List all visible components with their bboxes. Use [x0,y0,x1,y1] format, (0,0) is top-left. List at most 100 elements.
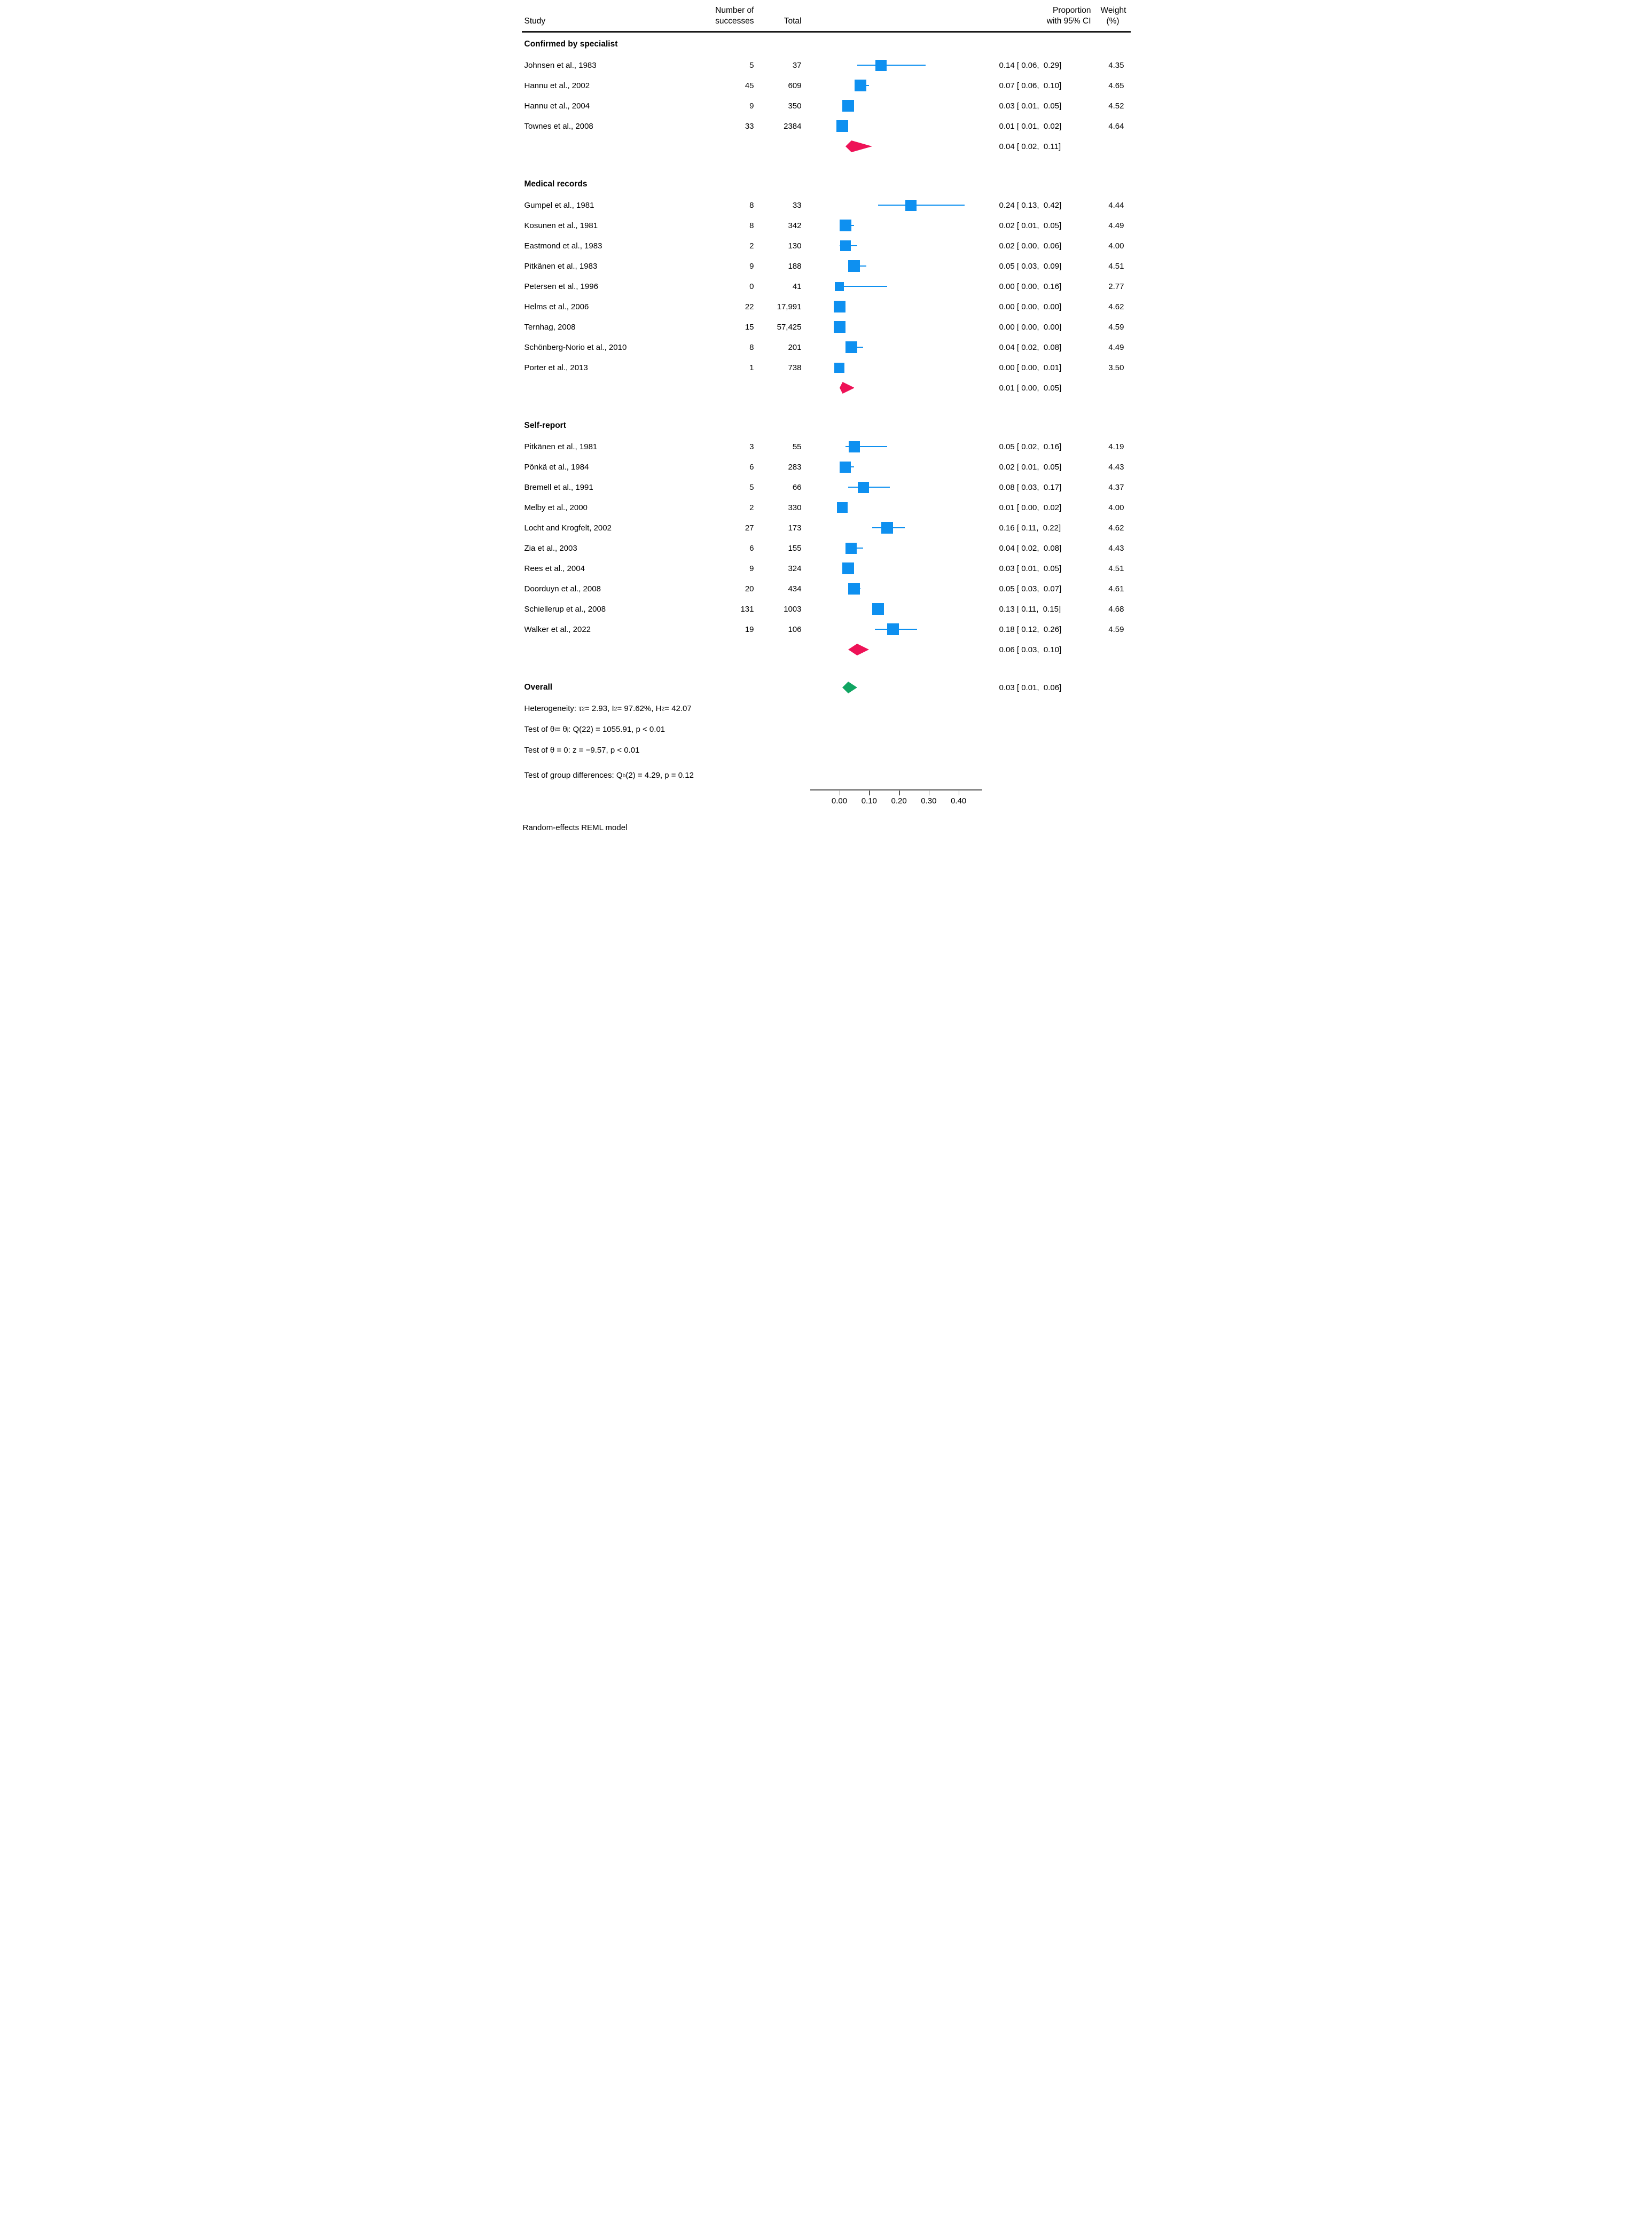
successes-value: 9 [749,261,754,271]
header-weight-line2: (%) [1106,17,1119,26]
subgroup-summary-diamond [839,382,855,394]
ci-whisker [845,446,887,447]
plot-cell [805,317,992,337]
header-total: Total [760,5,805,27]
ci-text: 0.04 [ 0.02, 0.08] [999,543,1062,553]
study-row: Townes et al., 2008 33 2384 0.01 [ 0.01, 0.… [524,116,1128,136]
subgroup-summary-row: 0.01 [ 0.00, 0.05] [524,378,1128,398]
total-value: 609 [788,81,802,90]
total-value: 342 [788,221,802,230]
header-successes-line2: successes [715,17,754,26]
study-row: Ternhag, 2008 15 57,425 0.00 [ 0.00, 0.00] 4… [524,317,1128,337]
successes-value: 45 [745,81,754,90]
weight-value: 4.00 [1108,503,1124,512]
ci-text: 0.01 [ 0.01, 0.02] [999,121,1062,131]
successes-value: 8 [749,221,754,230]
weight-value: 4.68 [1108,604,1124,614]
effect-square-marker [840,240,851,251]
study-label: Locht and Krogfelt, 2002 [524,523,612,533]
ci-whisker [848,487,890,488]
plot-cell [805,195,992,215]
plot-cell [805,75,992,96]
group-header-label: Self-report [524,421,566,430]
plot-cell [805,116,992,136]
study-label: Hannu et al., 2004 [524,101,590,111]
study-row: Pönkä et al., 1984 6 283 0.02 [ 0.01, 0.05]… [524,457,1128,477]
axis-tick-label: 0.20 [891,796,907,806]
successes-value: 20 [745,584,754,593]
axis-tick [928,791,930,795]
plot-cell [805,378,992,398]
total-value: 66 [792,482,802,492]
study-label: Johnsen et al., 1983 [524,60,597,70]
study-row: Pitkänen et al., 1981 3 55 0.05 [ 0.02, 0.1… [524,436,1128,457]
successes-value: 27 [745,523,754,533]
study-label: Gumpel et al., 1981 [524,200,594,210]
study-row: Zia et al., 2003 6 155 0.04 [ 0.02, 0.08] 4.… [524,538,1128,558]
effect-square-marker [905,199,917,211]
ci-whisker [857,65,926,66]
test-theta-zero: Test of θ = 0: z = −9.57, p < 0.01 [524,746,640,755]
study-label: Helms et al., 2006 [524,302,589,311]
group-header-row: Confirmed by specialist [524,34,1128,55]
ci-text: 0.03 [ 0.01, 0.06] [999,683,1062,692]
forest-plot-figure: Study Number of successes Total Proporti… [516,0,1136,840]
plot-cell [805,518,992,538]
effect-square-marker [854,80,866,91]
group-header-label: Confirmed by specialist [524,40,618,49]
study-row: Walker et al., 2022 19 106 0.18 [ 0.12, 0.2… [524,619,1128,639]
study-label: Porter et al., 2013 [524,363,588,372]
forest-rows: Confirmed by specialist Johnsen et al., 1… [516,33,1136,698]
weight-value: 4.19 [1108,442,1124,451]
total-value: 55 [792,442,802,451]
plot-cell [805,497,992,518]
study-row: Doorduyn et al., 2008 20 434 0.05 [ 0.03, 0… [524,579,1128,599]
axis-tick [899,791,900,795]
weight-value: 4.52 [1108,101,1124,111]
successes-value: 22 [745,302,754,311]
study-row: Schiellerup et al., 2008 131 1003 0.13 [ 0.… [524,599,1128,619]
effect-square-marker [848,583,860,595]
plot-cell [805,96,992,116]
study-label: Ternhag, 2008 [524,322,576,332]
study-row: Helms et al., 2006 22 17,991 0.00 [ 0.00, 0… [524,296,1128,317]
weight-value: 3.50 [1108,363,1124,372]
weight-value: 4.62 [1108,523,1124,533]
study-row: Gumpel et al., 1981 8 33 0.24 [ 0.13, 0.42]… [524,195,1128,215]
plot-cell [805,477,992,497]
ci-text: 0.03 [ 0.01, 0.05] [999,101,1062,111]
total-value: 330 [788,503,802,512]
study-label: Melby et al., 2000 [524,503,588,512]
group-header-row: Self-report [524,415,1128,436]
ci-text: 0.04 [ 0.02, 0.08] [999,342,1062,352]
header-successes-line1: Number of [715,6,754,15]
total-value: 41 [792,282,802,291]
plot-cell [805,296,992,317]
effect-square-marker [872,603,884,615]
total-value: 188 [788,261,802,271]
ci-text: 0.24 [ 0.13, 0.42] [999,200,1062,210]
plot-cell [805,215,992,236]
successes-value: 6 [749,462,754,472]
study-label: Walker et al., 2022 [524,624,591,634]
x-axis-inner: 0.00 0.10 0.20 0.30 0.40 [805,786,992,819]
study-label: Petersen et al., 1996 [524,282,598,291]
weight-value: 4.43 [1108,543,1124,553]
plot-cell [805,457,992,477]
ci-text: 0.01 [ 0.00, 0.05] [999,383,1062,393]
ci-text: 0.02 [ 0.01, 0.05] [999,221,1062,230]
total-value: 434 [788,584,802,593]
effect-square-marker [857,481,869,493]
x-axis: 0.00 0.10 0.20 0.30 0.40 [524,786,1128,819]
successes-value: 8 [749,200,754,210]
study-label: Bremell et al., 1991 [524,482,593,492]
spacer [524,660,1128,677]
effect-square-marker [839,220,851,231]
study-label: Pitkänen et al., 1981 [524,442,598,451]
weight-value: 4.00 [1108,241,1124,251]
study-label: Eastmond et al., 1983 [524,241,602,251]
weight-value: 4.51 [1108,564,1124,573]
